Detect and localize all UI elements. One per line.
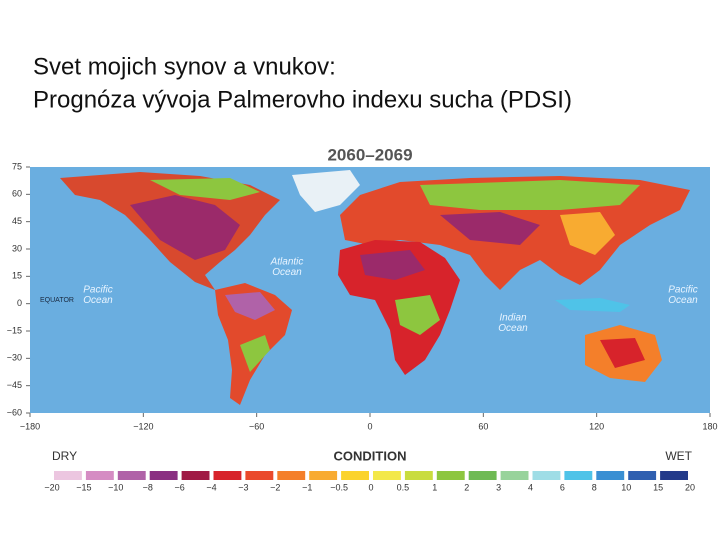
slide-title-line: Svet mojich synov a vnukov: <box>33 53 336 80</box>
legend-tick-label: 3 <box>496 482 501 492</box>
legend-swatch <box>117 471 146 480</box>
legend-tick-label: 1 <box>432 482 437 492</box>
legend-swatch <box>85 471 114 480</box>
lon-tick-label: 180 <box>702 421 717 431</box>
legend-tick-label: 0 <box>368 482 373 492</box>
map-title: 2060–2069 <box>327 145 412 164</box>
ocean-label: Atlantic <box>270 257 304 268</box>
legend-tick-label: −4 <box>206 482 216 492</box>
legend-swatch <box>341 471 369 480</box>
ocean-label: Ocean <box>272 267 302 278</box>
land <box>555 298 630 312</box>
lon-tick-label: 60 <box>478 421 488 431</box>
legend-swatch <box>277 471 306 480</box>
lat-tick-label: −30 <box>7 353 22 363</box>
land <box>395 295 440 335</box>
legend-swatch <box>436 471 465 480</box>
legend-swatch <box>213 471 242 480</box>
legend-tick-label: −8 <box>143 482 153 492</box>
legend-swatch <box>149 471 178 480</box>
legend-tick-label: −3 <box>238 482 248 492</box>
legend-left: DRY <box>52 449 77 463</box>
lat-tick-label: 75 <box>12 161 22 171</box>
legend-swatch <box>54 471 82 480</box>
land <box>420 180 640 210</box>
legend-tick-label: 8 <box>592 482 597 492</box>
lat-tick-label: 45 <box>12 216 22 226</box>
legend-swatch <box>500 471 529 480</box>
legend-right: WET <box>665 449 692 463</box>
legend-title: CONDITION <box>334 448 407 463</box>
legend-swatch <box>245 471 274 480</box>
lat-tick-label: −45 <box>7 380 22 390</box>
legend-swatch <box>404 471 433 480</box>
legend-swatch <box>532 471 561 480</box>
legend-swatch <box>628 471 657 480</box>
lon-tick-label: −120 <box>133 421 153 431</box>
legend-swatch <box>564 471 593 480</box>
ocean-label: Ocean <box>668 295 698 306</box>
legend-tick-label: 0.5 <box>397 482 410 492</box>
legend-tick-label: −1 <box>302 482 312 492</box>
lon-tick-label: −180 <box>20 421 40 431</box>
legend-tick-label: 2 <box>464 482 469 492</box>
land <box>360 250 425 280</box>
land <box>440 212 540 245</box>
land <box>225 292 275 320</box>
legend-tick-label: −6 <box>174 482 184 492</box>
legend-tick-label: 20 <box>685 482 695 492</box>
legend-swatch <box>373 471 401 480</box>
ocean-label: Pacific <box>83 285 112 296</box>
legend-tick-label: 4 <box>528 482 533 492</box>
legend-swatch <box>468 471 497 480</box>
lon-tick-label: 0 <box>367 421 372 431</box>
land <box>292 170 360 212</box>
legend-tick-label: −10 <box>108 482 123 492</box>
map <box>30 167 710 413</box>
legend-tick-label: −2 <box>270 482 280 492</box>
legend-tick-label: −0.5 <box>330 482 348 492</box>
legend-tick-label: 15 <box>653 482 663 492</box>
land <box>560 212 615 255</box>
lat-tick-label: 30 <box>12 243 22 253</box>
ocean-label: Ocean <box>498 323 528 334</box>
legend-tick-label: 10 <box>621 482 631 492</box>
ocean-label: Ocean <box>83 295 113 306</box>
legend-tick-label: 6 <box>560 482 565 492</box>
legend-tick-label: −15 <box>76 482 91 492</box>
land <box>240 335 270 372</box>
land <box>130 195 240 260</box>
lon-tick-label: 120 <box>589 421 604 431</box>
land <box>600 338 645 368</box>
lat-tick-label: 60 <box>12 189 22 199</box>
lat-tick-label: −15 <box>7 325 22 335</box>
legend-swatch <box>181 471 210 480</box>
ocean-label: Indian <box>499 313 527 324</box>
lon-tick-label: −60 <box>249 421 264 431</box>
legend-swatch <box>660 471 688 480</box>
legend-swatch <box>309 471 338 480</box>
lat-tick-label: 15 <box>12 271 22 281</box>
ocean-label: Pacific <box>668 285 697 296</box>
legend-tick-label: −20 <box>44 482 59 492</box>
slide-title-line: Prognóza vývoja Palmerovho indexu sucha … <box>33 86 572 113</box>
legend-swatch <box>596 471 625 480</box>
lat-tick-label: 0 <box>17 298 22 308</box>
land <box>150 178 260 200</box>
equator-label: EQUATOR <box>40 297 74 304</box>
lat-tick-label: −60 <box>7 407 22 417</box>
